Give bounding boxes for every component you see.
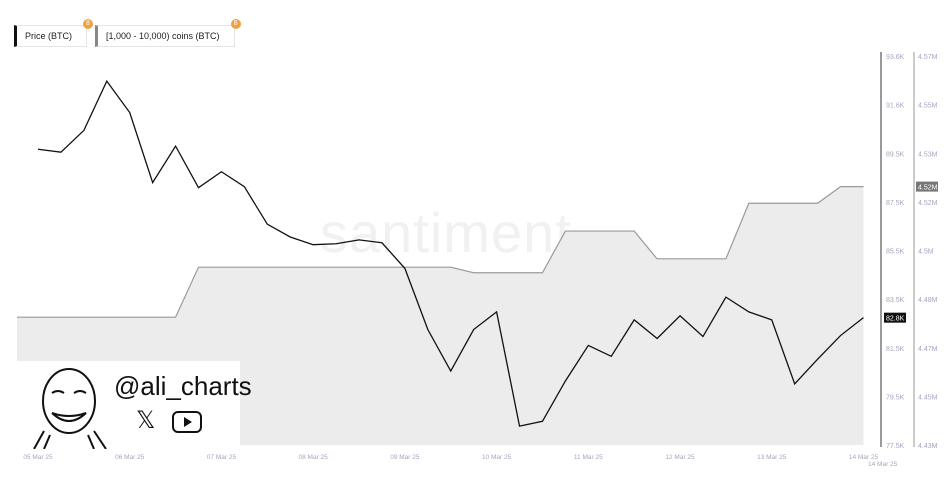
author-overlay: @ali_charts 𝕏 — [14, 361, 252, 449]
x-tick: 07 Mar 25 — [207, 454, 237, 461]
x-tick: 13 Mar 25 — [757, 454, 787, 461]
legend-price[interactable]: Price (BTC) 8 — [14, 19, 93, 47]
y-left-tick: 81.5K — [886, 346, 905, 353]
x-tick: 10 Mar 25 — [482, 454, 512, 461]
y-left-tick: 91.6K — [886, 103, 905, 110]
legend-badge: 8 — [83, 19, 93, 29]
y-left-tick: 83.5K — [886, 297, 905, 304]
current-holdings-marker — [916, 181, 938, 192]
y-left-tick: 79.5K — [886, 394, 905, 401]
y-left-tick: 85.5K — [886, 249, 905, 256]
x-tick: 06 Mar 25 — [115, 454, 145, 461]
y-right-tick: 4.57M — [918, 54, 938, 61]
holdings-line — [17, 185, 864, 318]
x-tick: 12 Mar 25 — [665, 454, 695, 461]
youtube-icon — [172, 411, 202, 433]
watermark: santiment — [320, 201, 572, 264]
x-tick: 11 Mar 25 — [574, 454, 603, 461]
legend-price-label: Price (BTC) — [25, 31, 72, 41]
x-tick: 09 Mar 25 — [390, 454, 420, 461]
y-right-tick: 4.48M — [918, 297, 938, 304]
x-tick: 05 Mar 25 — [23, 454, 53, 461]
x-logo-icon: 𝕏 — [136, 407, 156, 434]
y-right-tick: 4.55M — [918, 103, 938, 110]
y-right-tick: 4.45M — [918, 394, 938, 401]
y-right-tick: 4.43M — [918, 443, 938, 450]
current-price-marker — [884, 312, 906, 323]
legend: Price (BTC) 8 [1,000 - 10,000) coins (BTC… — [14, 19, 241, 47]
current-holdings-label: 4.52M — [918, 185, 938, 192]
legend-holdings-label: [1,000 - 10,000) coins (BTC) — [106, 31, 220, 41]
legend-holdings[interactable]: [1,000 - 10,000) coins (BTC) 8 — [95, 19, 241, 47]
price-line — [37, 79, 864, 427]
y-left-tick: 89.5K — [886, 151, 905, 158]
y-left-tick: 77.5K — [886, 443, 905, 450]
y-right-tick: 4.53M — [918, 151, 938, 158]
x-tick: 08 Mar 25 — [299, 454, 329, 461]
y-left-tick: 93.6K — [886, 54, 905, 61]
current-price-label: 82.8K — [886, 316, 905, 323]
author-handle: @ali_charts — [114, 371, 252, 401]
legend-badge: 8 — [230, 19, 241, 29]
avatar-icon — [33, 368, 107, 449]
y-right-tick: 4.52M — [918, 200, 938, 207]
y-right-tick: 4.47M — [918, 346, 938, 353]
y-left-tick: 87.5K — [886, 200, 905, 207]
x-tick: 14 Mar 25 — [868, 461, 898, 468]
x-tick: 14 Mar 25 — [849, 454, 879, 461]
y-right-tick: 4.5M — [918, 249, 934, 256]
